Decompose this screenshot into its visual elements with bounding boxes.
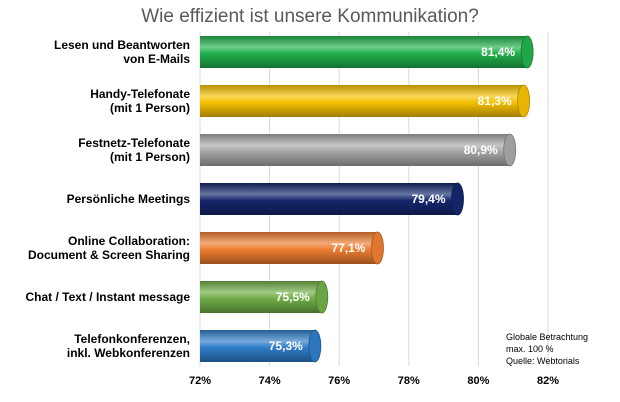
value-label-7: 75,3% <box>269 339 303 353</box>
x-tick-label-76: 76% <box>328 375 350 387</box>
bars: 81,4% 81,3% 80,9% 79,4% 77,1% 75,5% 75,3% <box>200 35 534 363</box>
note-line-3: Quelle: Webtorials <box>506 356 580 366</box>
category-label-5-line-2: Document & Screen Sharing <box>28 248 190 262</box>
chart-title: Wie effizient ist unsere Kommunikation? <box>141 6 479 27</box>
category-label-2-line-2: (mit 1 Person) <box>110 101 190 115</box>
value-label-6: 75,5% <box>276 290 310 304</box>
note-line-1: Globale Betrachtung <box>506 332 589 342</box>
x-axis-tick-labels: 72% 74% 76% 78% 80% 82% <box>189 375 559 387</box>
category-label-2-line-1: Handy-Telefonate <box>90 87 190 101</box>
bar-body-2 <box>200 85 524 117</box>
source-note: Globale Betrachtung max. 100 % Quelle: W… <box>506 331 588 367</box>
bar-1 <box>200 35 534 69</box>
note-line-2: max. 100 % <box>506 344 554 354</box>
value-label-3: 80,9% <box>464 143 498 157</box>
bar-body-6 <box>200 281 322 313</box>
category-label-6-line-1: Chat / Text / Instant message <box>26 290 191 304</box>
x-tick-label-74: 74% <box>259 375 281 387</box>
bar-cap-3 <box>503 133 517 167</box>
category-label-3-line-2: (mit 1 Person) <box>110 150 190 164</box>
bar-3 <box>200 133 517 167</box>
bar-cap-1 <box>520 35 534 69</box>
category-label-1-line-2: von E-Mails <box>123 52 190 66</box>
x-tick-label-80: 80% <box>467 375 489 387</box>
value-label-5: 77,1% <box>331 241 365 255</box>
bar-cap-4 <box>451 182 464 216</box>
value-label-2: 81,3% <box>478 94 512 108</box>
bar-5 <box>200 231 384 265</box>
category-label-5-line-1: Online Collaboration: <box>68 234 190 248</box>
value-label-4: 79,4% <box>411 192 445 206</box>
category-label-7-line-2: inkl. Webkonferenzen <box>67 346 190 360</box>
bar-cap-6 <box>315 280 329 314</box>
bar-7 <box>200 329 322 363</box>
bar-cap-7 <box>308 329 322 363</box>
bar-2 <box>200 84 531 118</box>
bar-body-7 <box>200 330 315 362</box>
value-label-1: 81,4% <box>481 45 515 59</box>
x-tick-label-78: 78% <box>398 375 420 387</box>
bar-4 <box>200 182 464 216</box>
bar-body-3 <box>200 134 510 166</box>
category-label-3-line-1: Festnetz-Telefonate <box>78 136 190 150</box>
category-label-4-line-1: Persönliche Meetings <box>67 192 191 206</box>
category-label-1-line-1: Lesen und Beantworten <box>54 38 190 52</box>
bar-body-1 <box>200 36 528 68</box>
bar-cap-5 <box>371 231 384 265</box>
bar-body-5 <box>200 232 378 264</box>
bar-cap-2 <box>517 84 531 118</box>
bar-6 <box>200 280 329 314</box>
category-label-7-line-1: Telefonkonferenzen, <box>74 332 190 346</box>
x-tick-label-72: 72% <box>189 375 211 387</box>
bar-body-4 <box>200 183 458 215</box>
x-tick-label-82: 82% <box>537 375 559 387</box>
